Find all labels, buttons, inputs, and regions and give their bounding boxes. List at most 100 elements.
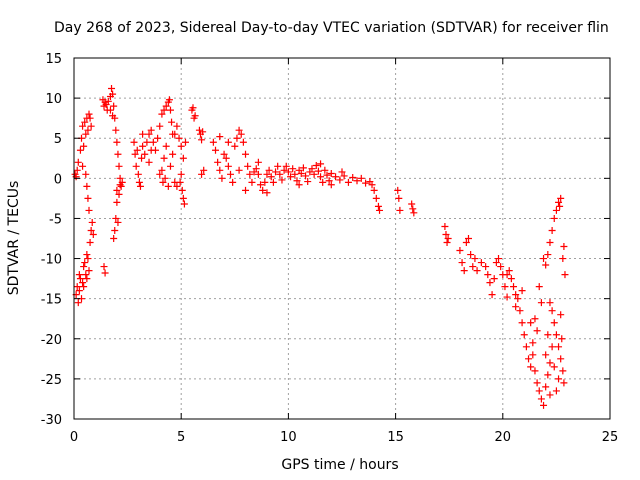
data-point-marker	[181, 138, 189, 146]
data-point-marker	[289, 165, 297, 173]
data-point-marker	[274, 162, 282, 170]
y-tick-label: -20	[41, 333, 62, 348]
data-point-marker	[299, 164, 307, 172]
y-tick-label: 5	[54, 132, 62, 147]
data-point-marker	[484, 271, 492, 279]
data-point-marker	[537, 395, 545, 403]
data-point-marker	[177, 142, 185, 150]
data-point-marker	[189, 104, 197, 112]
data-point-marker	[100, 263, 108, 271]
data-point-marker	[557, 194, 565, 202]
data-point-marker	[259, 186, 267, 194]
data-point-marker	[374, 202, 382, 210]
data-point-marker	[302, 172, 310, 180]
data-point-marker	[314, 167, 322, 175]
data-point-marker	[83, 275, 91, 283]
data-point-marker	[80, 283, 88, 291]
data-point-marker	[135, 178, 143, 186]
data-point-marker	[131, 150, 139, 158]
data-point-marker	[85, 206, 93, 214]
data-point-marker	[160, 106, 168, 114]
data-point-marker	[198, 136, 206, 144]
data-point-marker	[177, 170, 185, 178]
data-point-marker	[179, 154, 187, 162]
data-point-marker	[308, 165, 316, 173]
data-point-marker	[559, 255, 567, 263]
data-point-marker	[86, 239, 94, 247]
data-point-marker	[501, 283, 509, 291]
data-point-marker	[410, 209, 418, 217]
data-point-marker	[178, 186, 186, 194]
data-point-marker	[344, 178, 352, 186]
data-point-marker	[544, 251, 552, 259]
data-point-marker	[175, 134, 183, 142]
data-point-marker	[488, 291, 496, 299]
data-point-marker	[110, 102, 118, 110]
chart-title: Day 268 of 2023, Sidereal Day-to-day VTE…	[54, 20, 609, 36]
data-point-marker	[304, 178, 312, 186]
data-point-marker	[542, 351, 550, 359]
data-point-marker	[212, 146, 220, 154]
data-point-marker	[263, 170, 271, 178]
data-point-marker	[396, 206, 404, 214]
data-point-marker	[220, 150, 228, 158]
data-point-marker	[109, 112, 117, 120]
data-point-marker	[195, 126, 203, 134]
data-point-marker	[109, 90, 117, 98]
data-point-marker	[540, 255, 548, 263]
data-point-marker	[156, 122, 164, 130]
data-point-marker	[327, 170, 335, 178]
data-point-marker	[147, 146, 155, 154]
data-point-marker	[115, 162, 123, 170]
data-point-marker	[555, 198, 563, 206]
data-point-marker	[495, 255, 503, 263]
data-point-marker	[550, 214, 558, 222]
data-point-marker	[278, 176, 286, 184]
data-point-marker	[323, 171, 331, 179]
data-point-marker	[242, 186, 250, 194]
data-point-marker	[552, 206, 560, 214]
data-point-marker	[460, 267, 468, 275]
data-point-marker	[319, 178, 327, 186]
x-tick-label: 0	[70, 430, 78, 445]
data-point-marker	[84, 194, 92, 202]
data-point-marker	[372, 194, 380, 202]
data-point-marker	[156, 170, 164, 178]
data-point-marker	[512, 303, 520, 311]
data-point-marker	[80, 142, 88, 150]
data-point-marker	[297, 170, 305, 178]
data-point-marker	[558, 335, 566, 343]
data-point-marker	[147, 126, 155, 134]
data-point-marker	[287, 173, 295, 181]
data-point-marker	[132, 162, 140, 170]
data-point-marker	[317, 160, 325, 168]
data-point-marker	[169, 150, 177, 158]
data-point-marker	[161, 174, 169, 182]
data-point-marker	[79, 279, 87, 287]
data-point-marker	[546, 359, 554, 367]
data-point-marker	[533, 327, 541, 335]
data-point-marker	[492, 259, 500, 267]
data-point-marker	[154, 134, 162, 142]
data-point-marker	[214, 158, 222, 166]
x-tick-label: 15	[387, 430, 404, 445]
data-point-marker	[133, 146, 141, 154]
data-point-marker	[82, 130, 90, 138]
data-point-marker	[112, 214, 120, 222]
data-point-marker	[106, 106, 114, 114]
data-point-marker	[143, 138, 151, 146]
data-point-marker	[112, 126, 120, 134]
data-point-marker	[560, 243, 568, 251]
y-tick-label: -10	[41, 253, 62, 268]
data-point-marker	[529, 339, 537, 347]
data-point-marker	[248, 178, 256, 186]
data-point-marker	[83, 182, 91, 190]
data-point-marker	[376, 206, 384, 214]
data-point-marker	[81, 259, 89, 267]
data-point-marker	[180, 200, 188, 208]
data-point-marker	[462, 239, 470, 247]
data-point-marker	[162, 142, 170, 150]
data-point-marker	[134, 170, 142, 178]
data-point-marker	[101, 269, 109, 277]
data-point-marker	[224, 162, 232, 170]
